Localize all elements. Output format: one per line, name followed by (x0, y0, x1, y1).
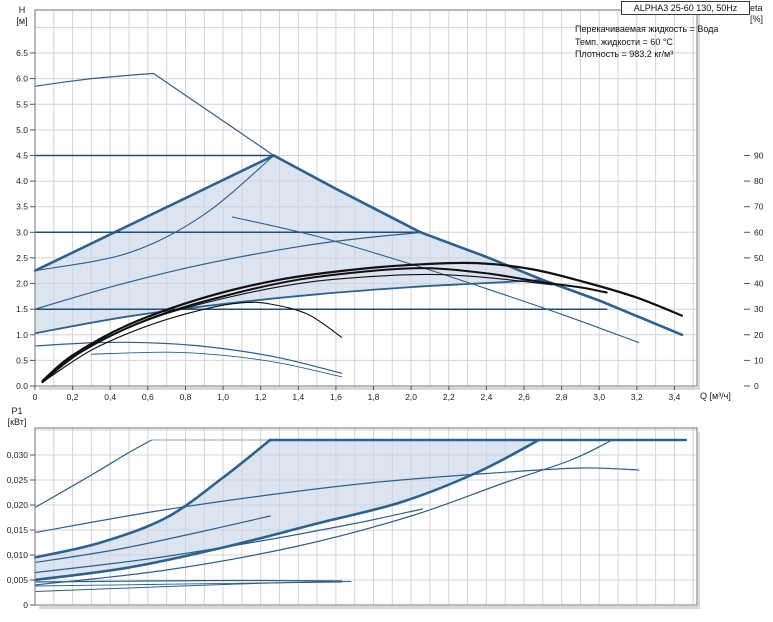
series-p1-max-speed (34, 439, 153, 509)
svg-text:4.0: 4.0 (16, 176, 28, 186)
series-prop-pressure-high (34, 154, 275, 272)
series-p1-envelope-left (33, 438, 272, 559)
svg-text:1.0: 1.0 (16, 330, 28, 340)
svg-text:2,6: 2,6 (518, 392, 530, 402)
svg-text:2.5: 2.5 (16, 253, 28, 263)
svg-text:2,4: 2,4 (480, 392, 492, 402)
svg-text:0,030: 0,030 (7, 450, 29, 460)
series-min-speed-curve-b (90, 351, 343, 378)
svg-text:4.5: 4.5 (16, 151, 28, 161)
svg-text:0: 0 (754, 381, 759, 391)
y-axis-label-head-unit: [м] (16, 16, 28, 26)
svg-text:0: 0 (33, 392, 38, 402)
series-p1-min-speed-c (34, 581, 343, 587)
svg-text:2,0: 2,0 (405, 392, 417, 402)
series-p1-cp-4.5 (34, 515, 271, 564)
plot-frame-power_chart (34, 427, 698, 606)
svg-text:0,010: 0,010 (7, 550, 29, 560)
series-envelope-left-edge (33, 154, 276, 272)
svg-text:1,6: 1,6 (330, 392, 342, 402)
svg-text:0.5: 0.5 (16, 355, 28, 365)
svg-text:3,0: 3,0 (593, 392, 605, 402)
svg-text:5.0: 5.0 (16, 125, 28, 135)
x-axis-label-flow: Q [м³/ч] (700, 391, 731, 401)
svg-text:0,015: 0,015 (7, 525, 29, 535)
svg-text:6.0: 6.0 (16, 74, 28, 84)
operating-envelope-head_chart (35, 155, 543, 334)
svg-text:3.5: 3.5 (16, 202, 28, 212)
svg-text:2,8: 2,8 (556, 392, 568, 402)
svg-text:3,2: 3,2 (631, 392, 643, 402)
svg-text:0: 0 (23, 600, 28, 610)
plot-frame-head_chart (34, 9, 698, 387)
series-eta-curve-min (43, 301, 343, 382)
svg-text:1.5: 1.5 (16, 304, 28, 314)
svg-text:90: 90 (754, 151, 764, 161)
y-axis-label-head-symbol: H (18, 5, 26, 15)
y-ticks-power_chart: 0 0,005 0,010 0,015 0,020 0,025 0,030 (7, 450, 35, 610)
y-axis-label-head: H [м] (10, 5, 34, 27)
svg-text:6.5: 6.5 (16, 48, 28, 58)
series-envelope-bottom-edge (34, 279, 544, 335)
series-p1-min-speed-a (34, 579, 343, 583)
svg-text:70: 70 (754, 202, 764, 212)
pump-model-title: ALPHA3 25-60 130, 50Hz (621, 1, 750, 15)
svg-text:0.0: 0.0 (16, 381, 28, 391)
svg-text:0,005: 0,005 (7, 575, 29, 585)
y2-axis-label-eta-unit: [%] (750, 14, 764, 24)
series-prop-pressure-mid (34, 231, 423, 310)
fluid-info-block: Перекачиваемая жидкость = Вода Темп. жид… (575, 23, 718, 61)
svg-text:1,8: 1,8 (368, 392, 380, 402)
svg-text:1,2: 1,2 (255, 392, 267, 402)
svg-text:0,025: 0,025 (7, 475, 29, 485)
svg-text:30: 30 (754, 304, 764, 314)
series-p1-min-speed-b (34, 581, 352, 592)
series-min-speed-curve-a (34, 341, 343, 374)
svg-text:40: 40 (754, 279, 764, 289)
series-p1-cp-1.5 (34, 439, 613, 586)
info-line-temperature: Темп. жидкости = 60 °C (575, 36, 673, 47)
svg-text:2,2: 2,2 (443, 392, 455, 402)
y2-axis-label-eta: eta [%] (750, 3, 772, 25)
series-p1-mid-curve (34, 467, 640, 534)
svg-text:1,0: 1,0 (217, 392, 229, 402)
info-line-density: Плотность = 983.2 кг/м³ (575, 49, 674, 59)
operating-envelope-power_chart (35, 440, 539, 580)
info-line-fluid: Перекачиваемая жидкость = Вода (575, 24, 719, 34)
svg-text:3,4: 3,4 (668, 392, 680, 402)
svg-text:0,4: 0,4 (104, 392, 116, 402)
svg-text:0,8: 0,8 (180, 392, 192, 402)
x-ticks-head_chart: 0 0,2 0,4 0,6 0,8 1,0 1,2 1,4 1,6 1,8 2,0 2,2 2,4 2,6… (33, 386, 681, 402)
grid-head_chart (35, 10, 697, 386)
y-ticks-head_chart: 0.0 0.5 1.0 1.5 2.0 2.5 3.0 3.5 4.0 4.5 5.0 5.5 6.0 6… (16, 48, 35, 391)
y-axis-label-power: P1 [кВт] (2, 406, 32, 428)
series-max-speed-curve (34, 72, 275, 157)
y2-axis-label-eta-symbol: eta (750, 3, 763, 13)
svg-text:0,020: 0,020 (7, 500, 29, 510)
series-eta-curve-max (41, 261, 684, 382)
svg-text:0,6: 0,6 (142, 392, 154, 402)
y2-ticks-head_chart: 0 10 20 30 40 50 60 70 80 90 (744, 151, 764, 391)
svg-text:20: 20 (754, 330, 764, 340)
svg-text:50: 50 (754, 253, 764, 263)
svg-text:1,4: 1,4 (292, 392, 304, 402)
svg-text:80: 80 (754, 176, 764, 186)
series-p1-cp-3.0 (34, 508, 423, 574)
svg-text:3.0: 3.0 (16, 227, 28, 237)
series-p1-envelope-bottom (33, 438, 541, 582)
y-axis-label-power-unit: [кВт] (7, 417, 27, 427)
svg-text:60: 60 (754, 227, 764, 237)
svg-text:5.5: 5.5 (16, 99, 28, 109)
series-eta-curve-3 (43, 273, 553, 379)
series-envelope-right-edge (272, 154, 684, 337)
svg-text:2.0: 2.0 (16, 279, 28, 289)
svg-text:10: 10 (754, 355, 764, 365)
y-axis-label-power-symbol: P1 (11, 406, 23, 416)
svg-text:0,2: 0,2 (67, 392, 79, 402)
